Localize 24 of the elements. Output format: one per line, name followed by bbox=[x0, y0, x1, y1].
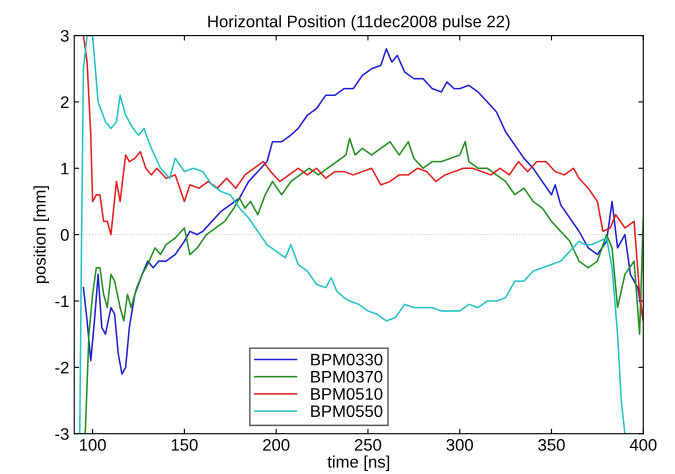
y-tick-label: 0 bbox=[60, 229, 69, 241]
y-tick-label: -2 bbox=[55, 362, 69, 374]
line-series bbox=[78, 36, 626, 434]
y-tick-label: 1 bbox=[61, 162, 69, 174]
x-tick-label: 350 bbox=[538, 439, 565, 451]
line-series bbox=[82, 36, 644, 322]
x-tick-label: 150 bbox=[172, 439, 198, 451]
x-tick-label: 300 bbox=[446, 439, 473, 451]
legend-label: BPM0370 bbox=[311, 370, 382, 383]
legend-label: BPM0510 bbox=[311, 388, 382, 400]
y-axis-title: position [mm] bbox=[33, 186, 50, 284]
x-axis-title: time [ns] bbox=[328, 455, 390, 472]
x-tick-label: 250 bbox=[354, 439, 382, 451]
y-tick-label: 2 bbox=[60, 96, 69, 108]
line-series bbox=[84, 138, 644, 434]
legend-label: BPM0550 bbox=[311, 405, 382, 418]
x-tick-label: 400 bbox=[630, 439, 657, 451]
y-tick-label: -3 bbox=[55, 428, 69, 440]
y-tick-label: -1 bbox=[55, 296, 69, 308]
legend-label: BPM0330 bbox=[311, 354, 382, 366]
x-tick-label: 100 bbox=[80, 439, 106, 451]
y-tick-label: 3 bbox=[60, 30, 69, 42]
x-tick-label: 200 bbox=[263, 439, 290, 451]
chart-title: Horizontal Position (11dec2008 pulse 22) bbox=[208, 15, 510, 31]
